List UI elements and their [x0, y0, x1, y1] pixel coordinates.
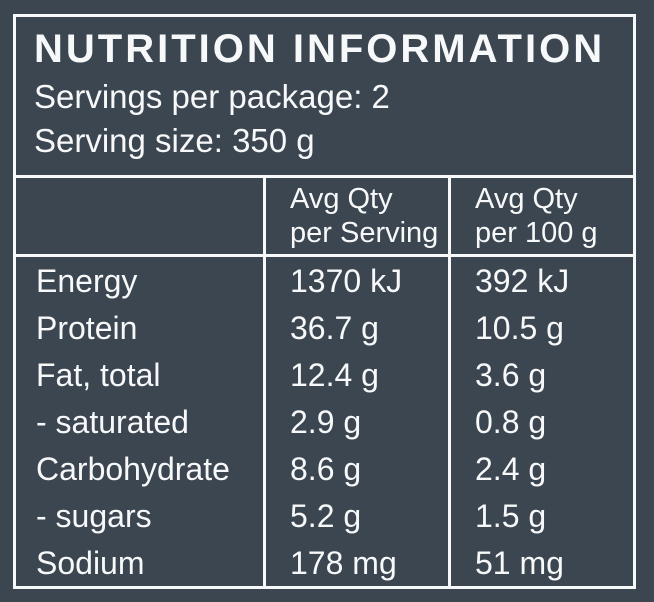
header-per-serving-line2: per Serving: [290, 217, 439, 249]
per-100g-value-cell: 51 mg: [448, 539, 633, 586]
header-per-serving-cell: Avg Qty per Serving: [263, 178, 448, 257]
per-serving-value-cell: 36.7 g: [263, 304, 448, 351]
per-100g-value-cell: 2.4 g: [448, 445, 633, 492]
nutrition-table: Avg Qty per Serving Avg Qty per 100 g En…: [16, 175, 633, 586]
per-serving-value-cell: 178 mg: [263, 539, 448, 586]
nutrient-name-cell: Protein: [36, 309, 138, 346]
nutrient-name-cell: - sugars: [36, 497, 152, 534]
nutrient-name-cell: - saturated: [36, 403, 189, 440]
nutrient-name-cell: Carbohydrate: [36, 450, 230, 487]
per-100g-value-cell: 3.6 g: [448, 351, 633, 398]
per-serving-value-cell: 1370 kJ: [263, 257, 448, 304]
header-per-100g-cell: Avg Qty per 100 g: [448, 178, 633, 257]
per-serving-value-cell: 8.6 g: [263, 445, 448, 492]
header-per-serving-line1: Avg Qty: [290, 183, 393, 215]
nutrition-panel: NUTRITION INFORMATION Servings per packa…: [13, 14, 636, 589]
per-serving-value-cell: 12.4 g: [263, 351, 448, 398]
per-100g-value-cell: 10.5 g: [448, 304, 633, 351]
servings-per-package-text: Servings per package: 2: [34, 78, 390, 115]
per-100g-value-cell: 392 kJ: [448, 257, 633, 304]
per-serving-value-cell: 2.9 g: [263, 398, 448, 445]
nutrient-name-cell: Energy: [36, 262, 138, 299]
panel-intro-section: NUTRITION INFORMATION Servings per packa…: [16, 17, 633, 175]
serving-size-text: Serving size: 350 g: [34, 122, 315, 159]
nutrient-name-cell: Sodium: [36, 544, 145, 581]
per-100g-value-cell: 1.5 g: [448, 492, 633, 539]
header-per-100g-line1: Avg Qty: [475, 183, 578, 215]
nutrient-name-cell: Fat, total: [36, 356, 161, 393]
header-nutrient-cell: [16, 178, 263, 257]
per-serving-value-cell: 5.2 g: [263, 492, 448, 539]
panel-title: NUTRITION INFORMATION: [34, 27, 606, 71]
header-per-100g-line2: per 100 g: [475, 217, 598, 249]
per-100g-value-cell: 0.8 g: [448, 398, 633, 445]
